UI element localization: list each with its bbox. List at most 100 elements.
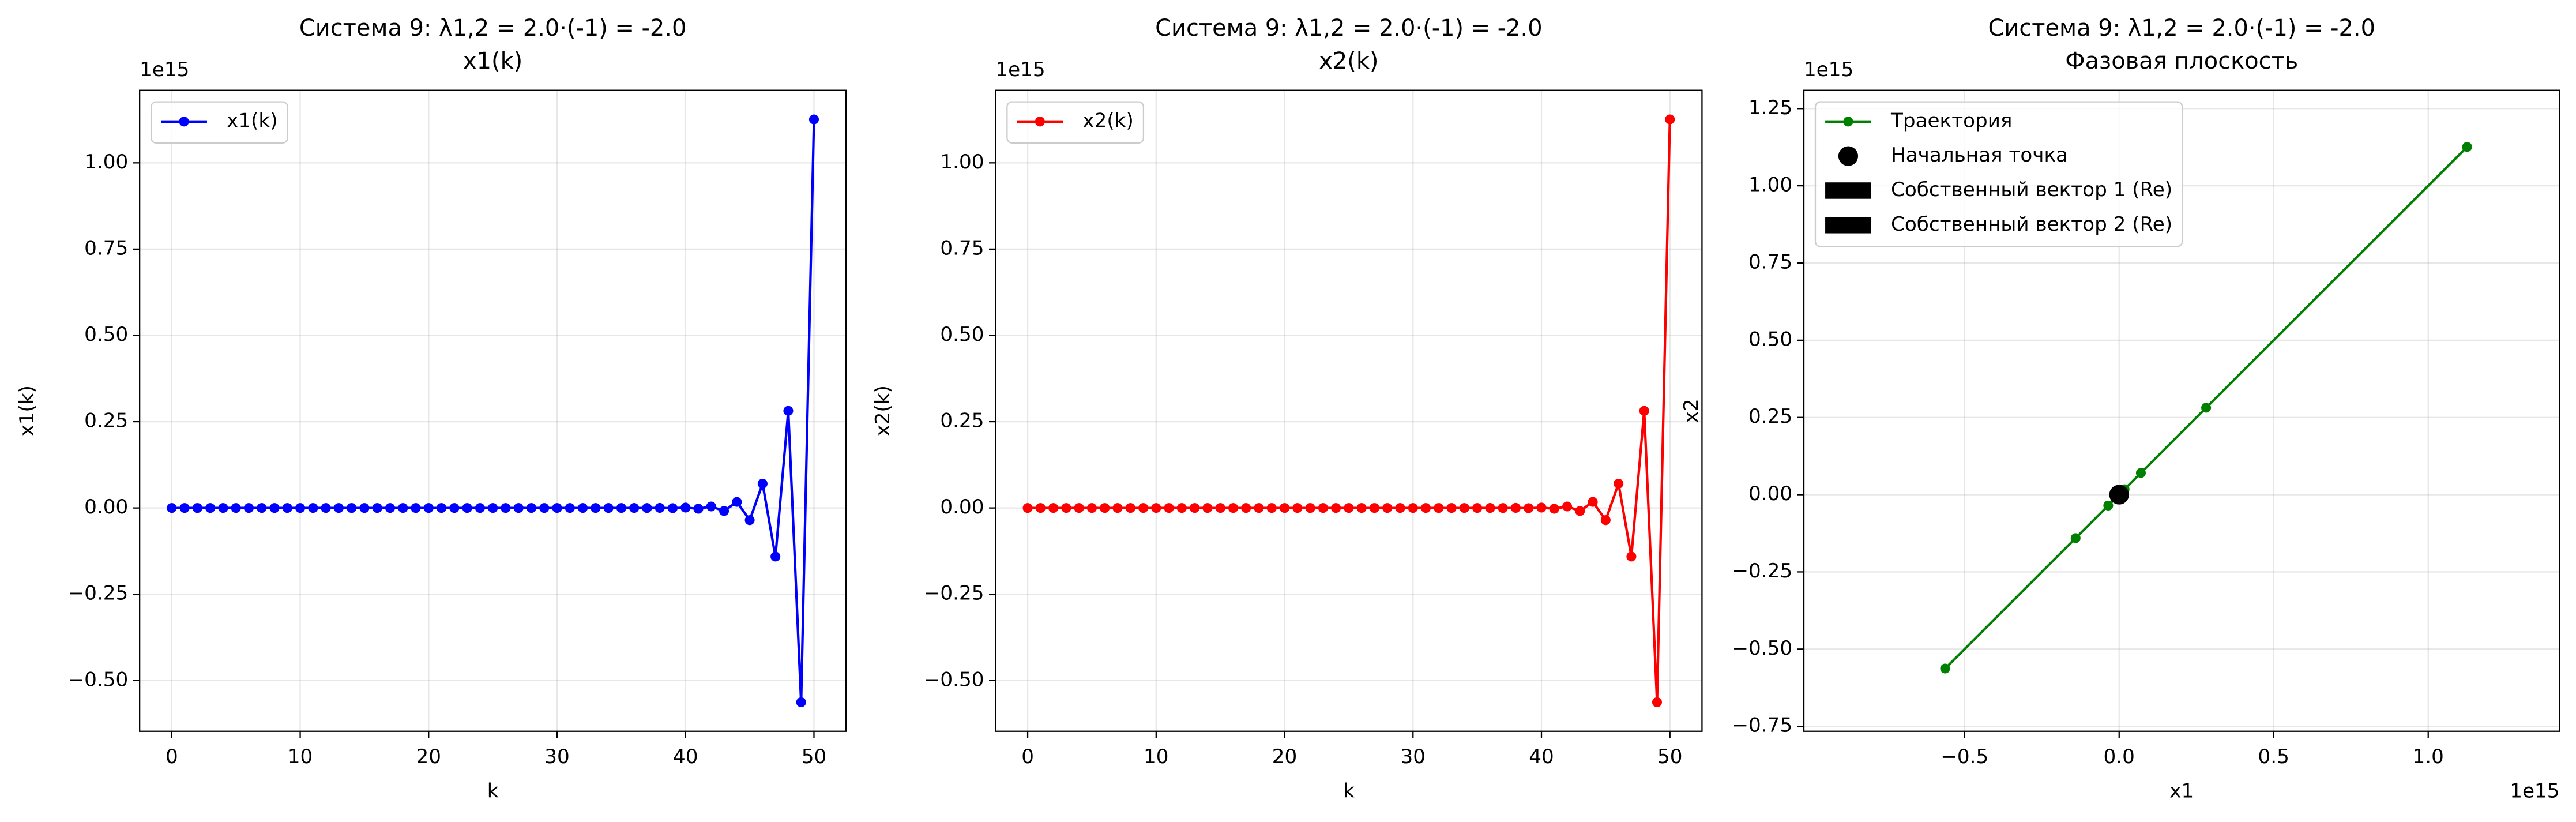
x-tick-label: −0.5 xyxy=(1941,745,1988,768)
y-tick-label: −0.25 xyxy=(1732,560,1792,583)
y-tick-label: 0.25 xyxy=(1748,405,1792,428)
legend-label: Собственный вектор 2 (Re) xyxy=(1891,213,2172,236)
point xyxy=(321,503,331,513)
point xyxy=(1524,503,1534,513)
point xyxy=(1228,503,1238,513)
point xyxy=(372,503,382,513)
point xyxy=(167,503,177,513)
point xyxy=(1459,503,1469,513)
subplot: Система 9: λ1,2 = 2.0·(-1) = -2.0 x1(k) k x… xyxy=(16,15,847,803)
point xyxy=(437,503,447,513)
plot-frame xyxy=(139,89,847,732)
point xyxy=(218,503,228,513)
x-tick-label: 0 xyxy=(166,745,178,768)
y-tick-label: 0.50 xyxy=(940,323,984,346)
subplot: Система 9: λ1,2 = 2.0·(-1) = -2.0 x2(k) k x… xyxy=(871,15,1703,803)
y-axis-label: x1(k) xyxy=(16,385,39,436)
point xyxy=(1472,503,1483,513)
legend-swatch xyxy=(179,117,189,127)
point xyxy=(552,503,562,513)
point xyxy=(783,406,794,416)
point xyxy=(1176,503,1187,513)
point xyxy=(1125,503,1135,513)
point xyxy=(333,503,344,513)
point xyxy=(423,503,434,513)
point xyxy=(1292,503,1303,513)
point xyxy=(1254,503,1264,513)
legend-box xyxy=(1006,101,1145,144)
plot-frame xyxy=(995,89,1703,732)
point xyxy=(1434,503,1444,513)
point xyxy=(1356,503,1367,513)
point xyxy=(488,503,498,513)
point xyxy=(1112,503,1123,513)
point xyxy=(1382,503,1393,513)
point xyxy=(1215,503,1225,513)
legend-box xyxy=(150,101,288,144)
x-tick-label: 20 xyxy=(416,745,441,768)
point xyxy=(347,503,357,513)
plot-frame xyxy=(1803,89,2560,732)
point xyxy=(591,503,601,513)
point xyxy=(808,114,819,125)
y-tick-label: 0.75 xyxy=(84,237,128,260)
y-tick-label: 0.50 xyxy=(1748,328,1792,351)
y-tick-label: 1.25 xyxy=(1748,96,1792,119)
legend-label: Траектория xyxy=(1890,109,2012,132)
point xyxy=(295,503,306,513)
x-axis-label: k xyxy=(1343,780,1355,803)
legend-swatch xyxy=(1035,117,1045,127)
y-tick-label: 1.00 xyxy=(940,151,984,174)
chart-subtitle: x2(k) xyxy=(1319,48,1378,74)
point xyxy=(1498,503,1508,513)
x-tick-label: 40 xyxy=(673,745,698,768)
point xyxy=(308,503,318,513)
point xyxy=(205,503,216,513)
y-tick-label: 1.00 xyxy=(1748,174,1792,197)
point xyxy=(192,503,202,513)
point xyxy=(578,503,588,513)
y-tick-label: −0.25 xyxy=(924,582,984,605)
point xyxy=(243,503,254,513)
legend-label: x1(k) xyxy=(227,109,277,132)
point xyxy=(526,503,537,513)
point xyxy=(796,697,806,708)
point xyxy=(1614,478,1624,489)
point xyxy=(2070,533,2081,543)
point xyxy=(179,503,190,513)
x-tick-label: 0 xyxy=(1021,745,1034,768)
point xyxy=(1549,504,1559,514)
point xyxy=(667,503,678,513)
chart-title: Система 9: λ1,2 = 2.0·(-1) = -2.0 xyxy=(1155,15,1542,42)
y-axis-label: x2 xyxy=(1680,399,1703,423)
point xyxy=(462,503,472,513)
point xyxy=(1190,503,1200,513)
point xyxy=(1164,503,1174,513)
chart-subtitle: Фазовая плоскость xyxy=(2065,48,2298,74)
point xyxy=(616,503,626,513)
point xyxy=(757,478,768,489)
point xyxy=(1279,503,1290,513)
point xyxy=(231,503,241,513)
point xyxy=(1202,503,1213,513)
point xyxy=(1086,503,1097,513)
point xyxy=(1074,503,1084,513)
point xyxy=(1048,503,1059,513)
point xyxy=(475,503,485,513)
legend-swatch xyxy=(1825,182,1871,199)
y-tick-label: 0.25 xyxy=(940,410,984,433)
y-tick-label: −0.50 xyxy=(67,668,128,691)
point xyxy=(1331,503,1341,513)
y-tick-label: 0.00 xyxy=(1748,482,1792,505)
point xyxy=(1446,503,1457,513)
point xyxy=(1138,503,1149,513)
point xyxy=(732,497,742,507)
point xyxy=(1665,114,1675,125)
y-tick-label: −0.75 xyxy=(1732,714,1792,737)
point xyxy=(1588,497,1598,507)
point xyxy=(1485,503,1495,513)
y-offset-label: 1e15 xyxy=(1804,58,1853,81)
legend-swatch xyxy=(1825,217,1871,234)
point xyxy=(1100,503,1110,513)
legend-label: x2(k) xyxy=(1082,109,1133,132)
